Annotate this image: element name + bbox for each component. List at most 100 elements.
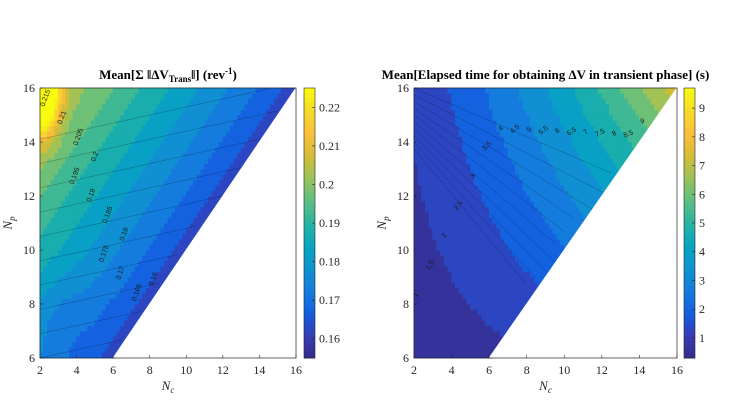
contour-cell — [87, 303, 92, 310]
contour-cell — [571, 136, 576, 143]
contour-cell — [635, 125, 640, 132]
contour-cell — [515, 114, 520, 121]
contour-cell — [541, 265, 546, 272]
colorbar-segment — [304, 223, 315, 228]
contour-cell — [123, 303, 129, 310]
contour-cell — [131, 120, 136, 127]
contour-cell — [447, 260, 452, 267]
contour-cell — [178, 222, 183, 229]
contour-cell — [473, 260, 479, 267]
contour-cell — [594, 136, 599, 143]
contour-cell — [530, 93, 535, 100]
contour-cell — [134, 211, 140, 218]
contour-cell — [138, 87, 143, 94]
contour-cell — [579, 87, 584, 94]
colorbar-segment — [684, 205, 695, 210]
contour-cell — [127, 287, 132, 294]
contour-cell — [90, 222, 96, 229]
contour-cell — [563, 238, 569, 245]
contour-cell — [503, 309, 509, 316]
contour-cell — [552, 195, 558, 202]
contour-cell — [229, 98, 235, 105]
contour-cell — [458, 141, 464, 148]
contour-cell — [473, 314, 479, 321]
contour-cell — [443, 190, 449, 197]
contour-cell — [76, 179, 81, 186]
contour-cell — [193, 211, 198, 218]
contour-cell — [57, 190, 63, 197]
contour-cell — [127, 195, 132, 202]
contour-cell — [447, 228, 452, 235]
colorbar-segment — [304, 182, 315, 188]
contour-cell — [83, 255, 88, 262]
contour-cell — [586, 98, 591, 105]
contour-cell — [443, 298, 449, 305]
contour-cell — [458, 255, 464, 262]
contour-cell — [462, 319, 467, 326]
contour-cell — [605, 141, 610, 148]
contour-cell — [68, 114, 74, 121]
contour-cell — [488, 184, 494, 191]
contour-cell — [196, 179, 202, 186]
contour-cell — [436, 330, 441, 337]
contour-cell — [436, 179, 441, 186]
contour-cell — [455, 255, 460, 262]
contour-cell — [79, 217, 85, 224]
contour-cell — [594, 195, 599, 202]
contour-cell — [50, 98, 55, 105]
contour-cell — [485, 147, 490, 154]
contour-cell — [229, 87, 235, 94]
contour-cell — [496, 211, 501, 218]
contour-cell — [530, 195, 535, 202]
contour-cell — [65, 163, 70, 170]
contour-line — [413, 128, 556, 263]
contour-cell — [413, 87, 419, 94]
contour-cell — [83, 130, 88, 137]
contour-cell — [90, 103, 96, 110]
contour-cell — [207, 147, 213, 154]
contour-cell — [526, 136, 531, 143]
contour-cell — [417, 336, 422, 343]
contour-cell — [567, 157, 573, 164]
contour-cell — [98, 93, 103, 100]
contour-cell — [447, 238, 452, 245]
contour-cell — [500, 271, 505, 278]
contour-cell — [123, 292, 129, 299]
contour-cell — [211, 103, 216, 110]
contour-cell — [149, 233, 154, 240]
contour-cell — [244, 125, 249, 132]
contour-cell — [575, 125, 580, 132]
contour-cell — [76, 125, 81, 132]
contour-cell — [443, 271, 449, 278]
contour-cell — [131, 282, 136, 289]
contour-cell — [222, 136, 227, 143]
contour-cell — [90, 265, 96, 272]
contour-cell — [54, 152, 59, 159]
contour-cell — [428, 120, 434, 127]
contour-cell — [76, 255, 81, 262]
contour-cell — [233, 120, 238, 127]
contour-cell — [127, 174, 132, 181]
contour-cell — [413, 174, 419, 181]
contour-cell — [61, 287, 66, 294]
contour-cell — [563, 201, 569, 208]
contour-cell — [112, 201, 118, 208]
contour-cell — [72, 179, 77, 186]
contour-cell — [481, 309, 486, 316]
contour-cell — [462, 271, 467, 278]
contour-cell — [556, 130, 561, 137]
contour-cell — [175, 174, 180, 181]
contour-cell — [515, 298, 520, 305]
contour-cell — [61, 238, 66, 245]
contour-cell — [485, 157, 490, 164]
contour-cell — [473, 255, 479, 262]
contour-cell — [149, 157, 154, 164]
contour-cell — [153, 249, 158, 256]
contour-cell — [120, 141, 125, 148]
contour-cell — [582, 125, 588, 132]
contour-cell — [488, 265, 494, 272]
contour-cell — [552, 125, 558, 132]
contour-cell — [90, 341, 96, 348]
contour-cell — [541, 152, 546, 159]
contour-cell — [171, 222, 176, 229]
